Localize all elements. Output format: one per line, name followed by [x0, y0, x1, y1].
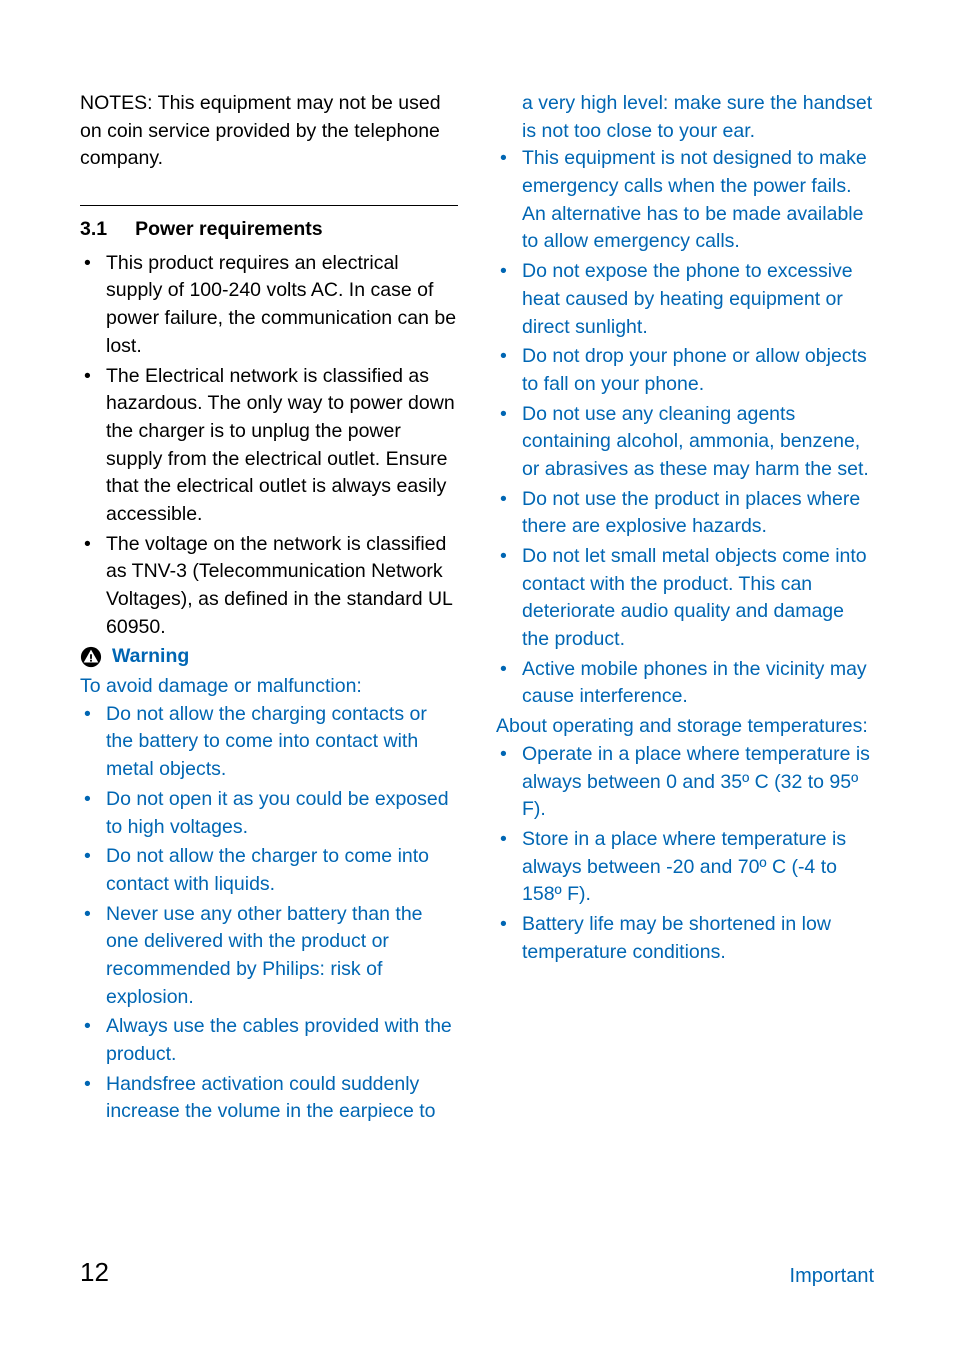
- list-item: Do not use any cleaning agents containin…: [496, 401, 874, 484]
- list-item: Never use any other battery than the one…: [80, 901, 458, 1012]
- list-item: Do not allow the charging contacts or th…: [80, 701, 458, 784]
- left-column: NOTES: This equipment may not be used on…: [80, 90, 458, 1217]
- warning-label: Warning: [112, 643, 189, 671]
- list-item: Always use the cables provided with the …: [80, 1013, 458, 1068]
- list-item: Active mobile phones in the vicinity may…: [496, 656, 874, 711]
- right-column: a very high level: make sure the handset…: [496, 90, 874, 1217]
- section-title: Power requirements: [135, 216, 322, 244]
- warning-intro: To avoid damage or malfunction:: [80, 673, 458, 701]
- list-item: The Electrical network is classified as …: [80, 363, 458, 529]
- list-item: Handsfree activation could suddenly incr…: [80, 1071, 458, 1126]
- warning-icon: [80, 646, 102, 668]
- list-item: Operate in a place where temperature is …: [496, 741, 874, 824]
- list-item: Store in a place where temperature is al…: [496, 826, 874, 909]
- temperature-intro: About operating and storage temperatures…: [496, 713, 874, 741]
- temperature-list: Operate in a place where temperature is …: [496, 741, 874, 967]
- warning-list: Do not allow the charging contacts or th…: [80, 701, 458, 1126]
- warning-heading: Warning: [80, 643, 458, 671]
- page-number: 12: [80, 1257, 109, 1288]
- page-footer: 12 Important: [80, 1217, 874, 1288]
- warning-list-continued: This equipment is not designed to make e…: [496, 145, 874, 711]
- list-item: Do not open it as you could be exposed t…: [80, 786, 458, 841]
- intro-paragraph: NOTES: This equipment may not be used on…: [80, 90, 458, 173]
- list-item: Do not let small metal objects come into…: [496, 543, 874, 654]
- power-requirements-list: This product requires an electrical supp…: [80, 250, 458, 642]
- footer-section-label: Important: [790, 1265, 874, 1288]
- list-item: Do not drop your phone or allow objects …: [496, 343, 874, 398]
- continuation-text: a very high level: make sure the handset…: [496, 90, 874, 145]
- list-item: Do not use the product in places where t…: [496, 486, 874, 541]
- list-item: This product requires an electrical supp…: [80, 250, 458, 361]
- section-number: 3.1: [80, 216, 107, 244]
- list-item: The voltage on the network is classified…: [80, 531, 458, 642]
- list-item: Do not expose the phone to excessive hea…: [496, 258, 874, 341]
- section-divider: [80, 205, 458, 206]
- section-heading: 3.1 Power requirements: [80, 216, 458, 244]
- list-item: This equipment is not designed to make e…: [496, 145, 874, 256]
- list-item: Do not allow the charger to come into co…: [80, 843, 458, 898]
- list-item: Battery life may be shortened in low tem…: [496, 911, 874, 966]
